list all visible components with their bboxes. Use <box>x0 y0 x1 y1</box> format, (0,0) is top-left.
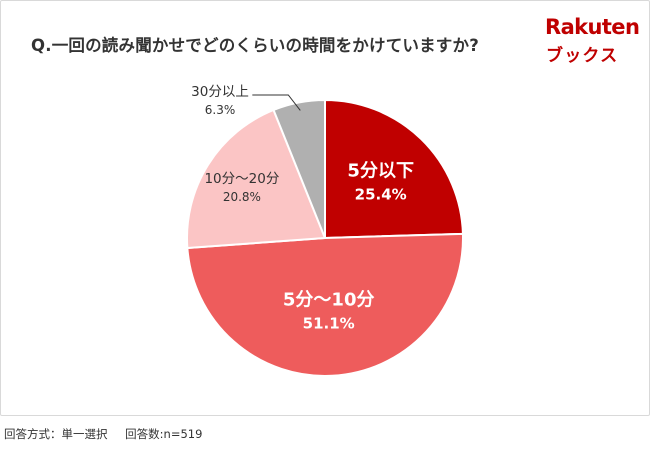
chart-footer: 回答方式：単一選択 回答数:n=519 <box>4 426 202 442</box>
rakuten-books-logo[interactable]: Rakuten ブックス <box>542 15 640 66</box>
logo-text-bottom: ブックス <box>546 46 619 66</box>
slice-value-10-20min: 20.8% <box>223 190 261 204</box>
slice-label-10-20min: 10分～20分 <box>204 171 279 187</box>
chart-title: Q.一回の読み聞かせでどのくらいの時間をかけていますか? <box>31 36 479 55</box>
respondent-count: 回答数:n=519 <box>125 427 203 441</box>
leader-line-over-30min <box>252 94 301 111</box>
slice-label-over-30min: 30分以上 <box>191 84 249 100</box>
slice-label-under-5min: 5分以下 <box>347 161 414 182</box>
logo-text-top: Rakuten <box>545 15 640 39</box>
pie-slice-10-20min <box>186 108 326 250</box>
pie-slice-5-10min <box>186 232 464 377</box>
slice-value-5-10min: 51.1% <box>303 315 355 333</box>
answer-method: 回答方式：単一選択 <box>4 427 108 441</box>
slice-label-5-10min: 5分～10分 <box>283 290 375 311</box>
pie-slice-over-30min <box>272 99 326 239</box>
pie-chart: 5分以下 25.4% 5分～10分 51.1% 10分～20分 20.8% 30分以上 6.3… <box>186 84 464 377</box>
pie-slice-under-5min <box>324 99 464 239</box>
slice-value-over-30min: 6.3% <box>205 103 236 117</box>
slice-value-under-5min: 25.4% <box>355 186 407 204</box>
